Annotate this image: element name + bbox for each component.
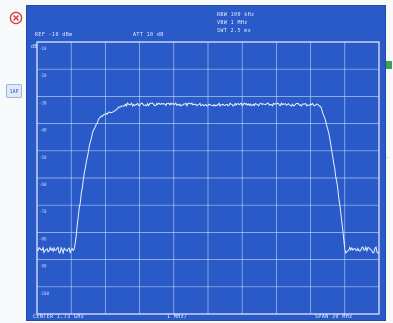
div-readout: 1 MHz/: [167, 314, 188, 320]
y-axis-labels: -10 -20 -30 -40 -50 -60 -70 -80 -90 -100: [39, 46, 50, 296]
ref-level-readout: REF -10 dBm: [35, 32, 73, 38]
graticule-grid: [37, 42, 379, 314]
vbw-readout: VBW 1 MHz: [217, 20, 248, 26]
y-tick-label: -60: [39, 182, 47, 187]
attenuation-readout: ATT 10 dB: [133, 32, 164, 38]
spectrum-plot: -10 -20 -30 -40 -50 -60 -70 -80 -90 -100: [36, 41, 380, 315]
reference-level-marker[interactable]: [386, 61, 392, 69]
y-tick-label: -50: [39, 155, 47, 160]
side-softkey[interactable]: 1AP: [6, 84, 22, 98]
close-button[interactable]: [6, 8, 26, 28]
spectrum-screen: RBW 100 kHz VBW 1 MHz SWT 2.5 ms REF -10…: [26, 5, 386, 321]
swt-readout: SWT 2.5 ms: [217, 28, 252, 34]
y-tick-label: -30: [39, 100, 47, 105]
center-frequency-readout: CENTER 1.73 GHz: [33, 314, 85, 320]
span-readout: SPAN 30 MHz: [315, 314, 353, 320]
spectrum-trace: [36, 101, 380, 255]
rbw-readout: RBW 100 kHz: [217, 12, 255, 18]
y-tick-label: -40: [39, 128, 47, 133]
y-tick-label: -70: [39, 209, 47, 214]
y-tick-label: -100: [39, 291, 50, 296]
unit-label: dBm: [31, 44, 42, 50]
close-icon: [9, 11, 23, 25]
y-tick-label: -10: [39, 46, 47, 51]
y-tick-label: -80: [39, 236, 47, 241]
right-tick-label: –: [386, 155, 389, 160]
y-tick-label: -90: [39, 264, 47, 269]
y-tick-label: -20: [39, 73, 47, 78]
